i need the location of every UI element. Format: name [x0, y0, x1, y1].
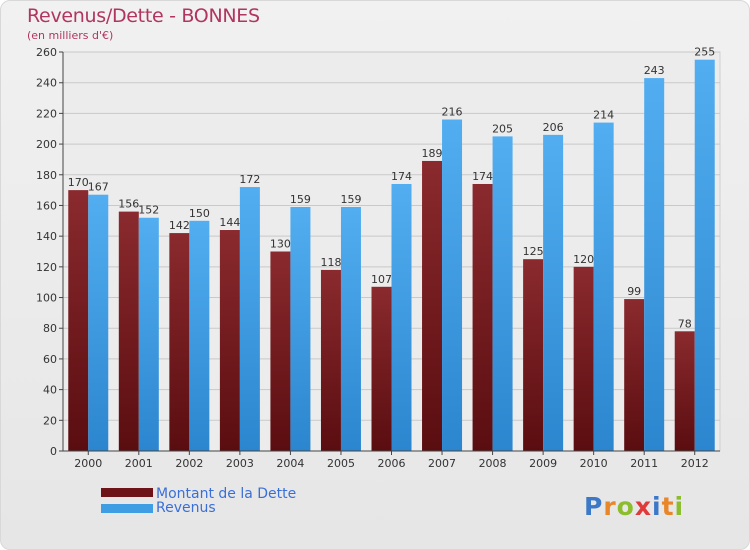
- bar-debt: [371, 286, 392, 451]
- y-tick-label: 260: [36, 46, 57, 59]
- data-label-debt: 142: [169, 219, 190, 232]
- bar-revenus: [391, 183, 412, 451]
- data-label-revenus: 174: [391, 170, 412, 183]
- data-label-debt: 170: [68, 176, 89, 189]
- bar-debt: [320, 269, 341, 451]
- bar-debt: [472, 183, 493, 451]
- legend-swatch-debt: [101, 488, 153, 497]
- x-tick-label: 2004: [276, 457, 304, 470]
- data-label-debt: 125: [523, 245, 544, 258]
- bar-revenus: [492, 136, 513, 451]
- chart-title: Revenus/Dette - BONNES: [27, 5, 260, 27]
- x-tick-label: 2003: [226, 457, 254, 470]
- y-tick-label: 180: [36, 169, 57, 182]
- x-tick-label: 2010: [580, 457, 608, 470]
- logo-letter: t: [661, 492, 675, 521]
- y-tick-label: 0: [50, 445, 57, 458]
- bar-debt: [219, 230, 240, 451]
- y-tick-label: 80: [43, 322, 57, 335]
- logo-letter: x: [634, 492, 652, 521]
- bar-debt: [422, 160, 443, 451]
- logo-letter: o: [616, 492, 635, 521]
- data-label-revenus: 150: [189, 207, 210, 220]
- x-tick-label: 2009: [529, 457, 557, 470]
- bar-revenus: [290, 206, 311, 451]
- bar-revenus: [644, 78, 665, 451]
- data-label-revenus: 214: [593, 109, 614, 122]
- bar-revenus: [442, 119, 463, 452]
- x-tick-label: 2012: [681, 457, 709, 470]
- bar-revenus: [593, 122, 614, 451]
- data-label-revenus: 243: [644, 64, 665, 77]
- x-tick-label: 2006: [378, 457, 406, 470]
- data-label-revenus: 255: [694, 46, 715, 59]
- bar-revenus: [239, 187, 260, 452]
- bar-debt: [573, 266, 594, 451]
- data-label-debt: 118: [320, 256, 341, 269]
- x-tick-label: 2008: [479, 457, 507, 470]
- x-tick-label: 2001: [125, 457, 153, 470]
- logo-letter: r: [603, 492, 617, 521]
- data-label-debt: 144: [219, 216, 240, 229]
- y-tick-label: 140: [36, 230, 57, 243]
- y-tick-label: 100: [36, 292, 57, 305]
- data-label-revenus: 159: [290, 193, 311, 206]
- x-tick-label: 2007: [428, 457, 456, 470]
- data-label-debt: 189: [422, 147, 443, 160]
- bar-debt: [68, 190, 89, 451]
- bar-debt: [523, 259, 544, 451]
- y-tick-label: 120: [36, 261, 57, 274]
- data-label-debt: 156: [118, 198, 139, 211]
- data-label-revenus: 206: [543, 121, 564, 134]
- data-label-revenus: 152: [138, 204, 159, 217]
- x-tick-label: 2002: [175, 457, 203, 470]
- data-label-revenus: 205: [492, 122, 513, 135]
- data-label-debt: 120: [573, 253, 594, 266]
- y-tick-label: 160: [36, 199, 57, 212]
- data-label-revenus: 167: [88, 181, 109, 194]
- x-tick-label: 2011: [630, 457, 658, 470]
- y-tick-label: 20: [43, 414, 57, 427]
- data-label-debt: 78: [678, 317, 692, 330]
- logo-letter: i: [652, 492, 662, 521]
- bar-debt: [674, 331, 695, 451]
- bar-debt: [624, 299, 645, 451]
- legend-label-debt: Montant de la Dette: [156, 486, 297, 502]
- logo-letter: i: [674, 492, 685, 521]
- bar-revenus: [189, 220, 210, 451]
- bar-revenus: [88, 194, 109, 451]
- bar-revenus: [340, 206, 361, 451]
- chart-subtitle: (en milliers d'€): [27, 29, 114, 42]
- bar-revenus: [694, 59, 715, 452]
- bar-revenus: [138, 217, 159, 451]
- data-label-revenus: 159: [340, 193, 361, 206]
- y-tick-label: 60: [43, 353, 57, 366]
- y-tick-label: 40: [43, 384, 57, 397]
- bar-debt: [118, 211, 139, 451]
- data-label-debt: 174: [472, 170, 493, 183]
- data-label-debt: 130: [270, 238, 291, 251]
- legend-label-revenus: Revenus: [156, 500, 216, 516]
- data-label-revenus: 172: [239, 173, 260, 186]
- x-tick-label: 2000: [74, 457, 102, 470]
- legend-swatch-revenus: [101, 504, 153, 513]
- data-label-debt: 99: [627, 285, 641, 298]
- bar-debt: [169, 233, 190, 451]
- x-tick-label: 2005: [327, 457, 355, 470]
- y-tick-label: 200: [36, 138, 57, 151]
- logo-letter: P: [584, 492, 604, 521]
- data-label-revenus: 216: [442, 106, 463, 119]
- y-tick-label: 220: [36, 107, 57, 120]
- bar-debt: [270, 251, 291, 451]
- y-tick-label: 240: [36, 77, 57, 90]
- bar-revenus: [543, 134, 564, 451]
- data-label-debt: 107: [371, 273, 392, 286]
- proxiti-logo: Proxiti: [584, 492, 684, 521]
